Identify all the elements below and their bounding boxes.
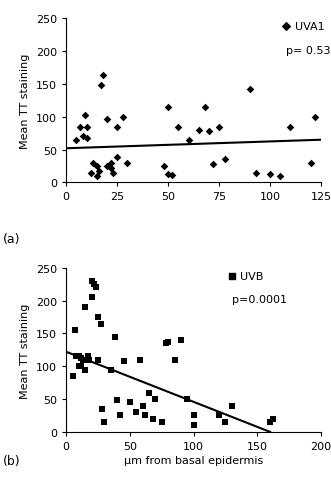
Point [98, 82, 104, 90]
Point [267, 171, 273, 179]
Point [84, 134, 89, 142]
Point [143, 412, 148, 420]
Text: (a): (a) [3, 233, 21, 246]
Point [169, 171, 175, 179]
Point [202, 104, 208, 111]
Point [76, 362, 81, 370]
Point [89, 277, 94, 285]
Point [109, 159, 114, 167]
Point [109, 165, 114, 172]
Point [79, 355, 84, 362]
Point [134, 408, 139, 416]
Point [83, 304, 88, 312]
Point [206, 128, 212, 136]
Text: (b): (b) [3, 454, 21, 467]
Point [191, 412, 196, 420]
Point [172, 356, 177, 364]
Point [288, 123, 293, 131]
Point [92, 281, 97, 288]
Point [253, 169, 259, 177]
Text: p=0.0001: p=0.0001 [232, 294, 287, 304]
Point [95, 356, 101, 364]
Point [80, 356, 85, 364]
Point [229, 402, 234, 409]
Point [86, 356, 92, 364]
Point [80, 133, 85, 141]
Point [308, 159, 313, 167]
Text: p= 0.53: p= 0.53 [286, 46, 331, 55]
Point [74, 137, 79, 144]
Point [216, 123, 222, 131]
Point [94, 163, 99, 170]
Point [98, 320, 103, 328]
Point [191, 421, 196, 429]
Point [96, 168, 102, 175]
Point [90, 159, 95, 167]
Point [89, 294, 94, 301]
Point [284, 23, 289, 31]
Point [84, 123, 89, 131]
Point [163, 339, 168, 347]
Point [85, 353, 90, 360]
Point [125, 159, 130, 167]
Point [267, 419, 273, 426]
Point [74, 353, 79, 360]
Point [140, 402, 145, 409]
Point [111, 169, 116, 177]
Point [186, 137, 191, 144]
Point [229, 272, 234, 280]
Y-axis label: Mean TT staining: Mean TT staining [21, 53, 30, 149]
Point [127, 399, 133, 407]
Point [104, 116, 110, 124]
Point [162, 163, 167, 170]
Point [153, 396, 158, 403]
Text: UVB: UVB [240, 271, 263, 281]
Point [222, 156, 228, 164]
Point [115, 396, 120, 404]
Point [115, 123, 120, 131]
Point [159, 419, 165, 426]
Point [82, 112, 87, 120]
Point [146, 389, 152, 396]
Point [99, 405, 105, 413]
Point [150, 415, 156, 423]
Point [76, 353, 81, 360]
Y-axis label: Mean TT staining: Mean TT staining [21, 302, 30, 398]
Point [112, 333, 117, 341]
Point [104, 163, 110, 170]
Point [78, 123, 83, 131]
Point [312, 114, 318, 121]
Point [121, 358, 126, 365]
Point [94, 173, 99, 180]
Point [166, 338, 171, 346]
Point [270, 415, 275, 423]
Point [79, 362, 84, 370]
Point [83, 366, 88, 373]
Point [185, 396, 190, 403]
Point [166, 104, 171, 111]
Point [176, 123, 181, 131]
Point [70, 372, 75, 380]
Point [93, 284, 98, 292]
Text: UVA1: UVA1 [295, 22, 324, 32]
Point [137, 356, 143, 364]
Point [211, 161, 216, 168]
Point [117, 412, 122, 420]
Point [178, 336, 183, 344]
Point [88, 169, 93, 177]
Point [278, 173, 283, 180]
Point [196, 127, 201, 134]
Point [166, 171, 171, 179]
Point [108, 366, 114, 373]
Point [120, 114, 126, 121]
Point [223, 419, 228, 426]
Point [72, 326, 78, 334]
Point [100, 72, 106, 80]
Point [216, 412, 222, 420]
X-axis label: μm from basal epidermis: μm from basal epidermis [124, 455, 263, 465]
Point [102, 419, 107, 426]
Point [95, 313, 101, 321]
Point [247, 86, 252, 94]
Point [115, 154, 120, 162]
